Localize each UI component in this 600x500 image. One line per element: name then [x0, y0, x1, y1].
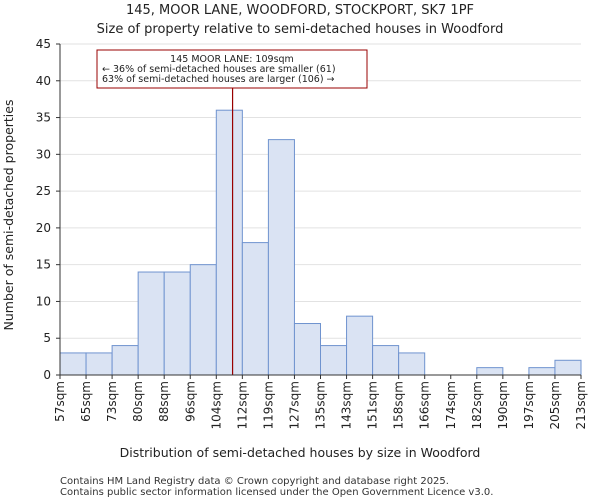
- annotation-line2: ← 36% of semi-detached houses are smalle…: [102, 64, 336, 75]
- x-tick-label-190sqm: 190sqm: [496, 381, 510, 429]
- footer-line2: Contains public sector information licen…: [60, 487, 493, 498]
- x-tick-label-104sqm: 104sqm: [209, 381, 223, 429]
- y-tick-label-30: 30: [36, 147, 51, 161]
- footer-line1: Contains HM Land Registry data © Crown c…: [60, 476, 449, 487]
- bar-143sqm: [346, 315, 374, 376]
- annotation-line3: 63% of semi-detached houses are larger (…: [102, 74, 335, 85]
- chart-title-line1: 145, MOOR LANE, WOODFORD, STOCKPORT, SK7…: [126, 3, 474, 18]
- x-tick-label-151sqm: 151sqm: [366, 381, 380, 429]
- y-tick-label-10: 10: [36, 294, 51, 308]
- x-tick-label-65sqm: 65sqm: [79, 381, 93, 422]
- x-tick-label-112sqm: 112sqm: [235, 381, 249, 429]
- bar-73sqm: [111, 345, 139, 376]
- y-tick-label-15: 15: [36, 258, 51, 272]
- annotation-group: 145 MOOR LANE: 109sqm ← 36% of semi-deta…: [96, 49, 368, 89]
- bar-80sqm: [137, 271, 165, 376]
- bar-112sqm: [241, 242, 269, 376]
- y-tick-label-40: 40: [36, 74, 51, 88]
- x-tick-label-80sqm: 80sqm: [131, 381, 145, 422]
- bar-57sqm: [59, 352, 87, 376]
- y-tick-label-0: 0: [43, 368, 51, 382]
- x-tick-label-197sqm: 197sqm: [522, 381, 536, 429]
- annotation-line1: 145 MOOR LANE: 109sqm: [170, 54, 294, 65]
- x-axis-label: Distribution of semi-detached houses by …: [120, 445, 481, 460]
- bar-182sqm: [476, 367, 504, 376]
- y-tick-label-35: 35: [36, 111, 51, 125]
- x-tick-label-127sqm: 127sqm: [287, 381, 301, 429]
- bar-158sqm: [398, 352, 426, 376]
- x-tick-label-88sqm: 88sqm: [157, 381, 171, 422]
- x-tick-label-213sqm: 213sqm: [574, 381, 588, 429]
- annotation-box: [96, 49, 368, 89]
- y-tick-label-20: 20: [36, 221, 51, 235]
- x-tick-label-143sqm: 143sqm: [340, 381, 354, 429]
- bar-104sqm: [215, 109, 243, 376]
- bar-96sqm: [189, 264, 217, 376]
- x-tick-label-96sqm: 96sqm: [183, 381, 197, 422]
- chart-title-line2: Size of property relative to semi-detach…: [97, 22, 504, 37]
- x-tick-label-135sqm: 135sqm: [314, 381, 328, 429]
- y-axis-label: Number of semi-detached properties: [1, 100, 16, 331]
- bar-151sqm: [372, 345, 400, 376]
- bar-135sqm: [320, 345, 348, 376]
- bar-127sqm: [293, 323, 322, 376]
- bar-88sqm: [163, 271, 191, 376]
- y-tick-label-45: 45: [36, 37, 51, 51]
- x-tick-label-174sqm: 174sqm: [444, 381, 458, 429]
- x-tick-label-182sqm: 182sqm: [470, 381, 484, 429]
- bar-197sqm: [528, 367, 556, 376]
- x-tick-label-73sqm: 73sqm: [105, 381, 119, 422]
- x-tick-label-57sqm: 57sqm: [53, 381, 67, 422]
- x-ticks: 57sqm 65sqm 73sqm 80sqm 88sqm 96sqm 104sqm 112s…: [53, 375, 588, 429]
- bars: [59, 109, 582, 376]
- x-tick-label-166sqm: 166sqm: [418, 381, 432, 429]
- bar-205sqm: [554, 359, 582, 376]
- y-ticks: 0 5 10 15 20 25 30 35 40 45: [36, 37, 60, 382]
- y-tick-label-25: 25: [36, 184, 51, 198]
- x-tick-label-119sqm: 119sqm: [261, 381, 275, 429]
- y-tick-label-5: 5: [43, 331, 51, 345]
- bar-65sqm: [85, 352, 113, 376]
- bar-119sqm: [267, 139, 295, 376]
- x-tick-label-205sqm: 205sqm: [548, 381, 562, 429]
- x-tick-label-158sqm: 158sqm: [392, 381, 406, 429]
